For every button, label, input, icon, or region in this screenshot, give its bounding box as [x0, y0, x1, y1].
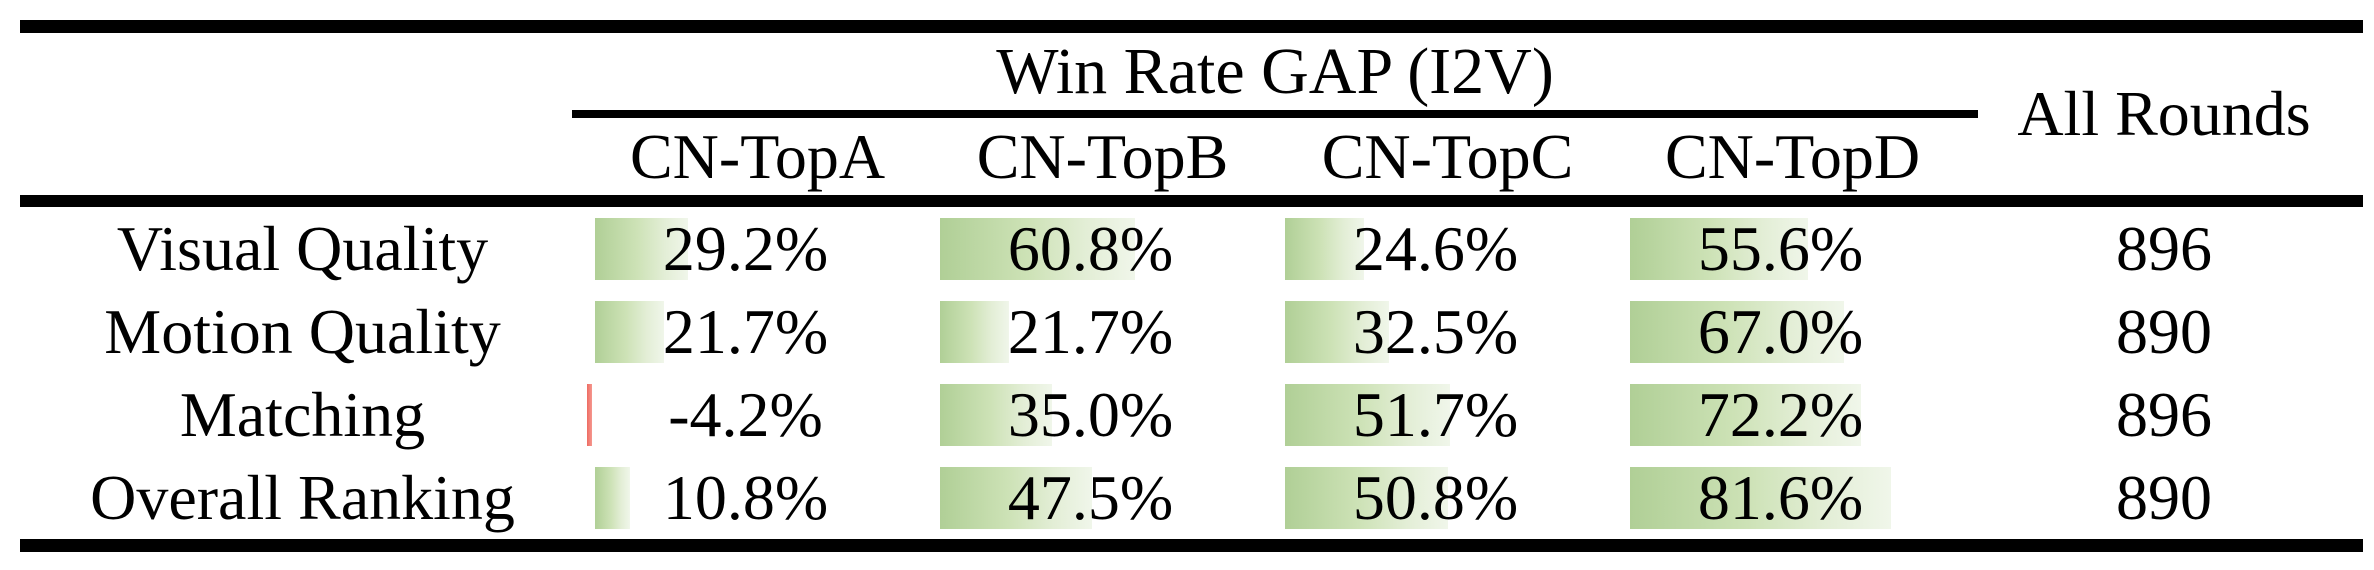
column-header-row: CN-TopA CN-TopB CN-TopC CN-TopD — [20, 118, 2363, 195]
data-cell: 24.6% — [1275, 207, 1620, 290]
all-rounds-value: 896 — [2116, 379, 2212, 450]
data-cell: 55.6% — [1620, 207, 1965, 290]
data-cell: 32.5% — [1275, 290, 1620, 373]
data-cell: 47.5% — [930, 456, 1275, 539]
table-row: Motion Quality 21.7% 21.7% 32.5% 67.0% 8… — [20, 290, 2363, 373]
cell-value: 24.6% — [1352, 213, 1519, 284]
row-label: Visual Quality — [116, 213, 489, 284]
cell-value: 67.0% — [1697, 296, 1864, 367]
data-cell: 72.2% — [1620, 373, 1965, 456]
bottom-rule — [20, 539, 2363, 552]
data-bar — [595, 217, 688, 280]
data-cell: 60.8% — [930, 207, 1275, 290]
row-label: Motion Quality — [104, 296, 501, 367]
cell-value: 35.0% — [1007, 379, 1174, 450]
cell-value: -4.2% — [668, 379, 823, 450]
data-bar — [1630, 300, 1844, 363]
column-header-cn-topb: CN-TopB — [976, 121, 1229, 192]
data-cell: 81.6% — [1620, 456, 1965, 539]
column-header-cn-topd: CN-TopD — [1664, 121, 1921, 192]
cell-value: 47.5% — [1007, 462, 1174, 533]
data-cell: 21.7% — [930, 290, 1275, 373]
data-bar — [1630, 383, 1861, 446]
group-header-row: Win Rate GAP (I2V) — [20, 33, 2363, 110]
cell-value: 72.2% — [1697, 379, 1864, 450]
data-cell: 51.7% — [1275, 373, 1620, 456]
header-rule — [20, 195, 2363, 207]
cell-value: 51.7% — [1352, 379, 1519, 450]
column-header-all-rounds: All Rounds — [2017, 78, 2311, 149]
cell-value: 29.2% — [662, 213, 829, 284]
top-rule — [20, 20, 2363, 33]
data-bar — [1285, 300, 1389, 363]
data-bar — [1285, 383, 1450, 446]
data-bar — [940, 300, 1009, 363]
cell-value: 50.8% — [1352, 462, 1519, 533]
data-bar — [940, 217, 1135, 280]
table-header: Win Rate GAP (I2V) CN-TopA CN-TopB CN-To… — [20, 33, 2363, 195]
data-cell: 50.8% — [1275, 456, 1620, 539]
data-bar — [595, 300, 664, 363]
row-label: Matching — [179, 379, 426, 450]
all-rounds-value: 896 — [2116, 213, 2212, 284]
cell-value: 60.8% — [1007, 213, 1174, 284]
column-header-cn-topc: CN-TopC — [1321, 121, 1574, 192]
cell-value: 55.6% — [1697, 213, 1864, 284]
column-header-spacer — [20, 118, 585, 195]
data-bar — [1630, 466, 1891, 529]
data-cell: 29.2% — [585, 207, 930, 290]
data-cell: -4.2% — [585, 373, 930, 456]
data-bar — [940, 383, 1052, 446]
cell-value: 21.7% — [662, 296, 829, 367]
cell-value: 10.8% — [662, 462, 829, 533]
data-bar — [587, 383, 592, 446]
table-row: Matching -4.2% 35.0% 51.7% 72.2% 896 — [20, 373, 2363, 456]
data-cell: 35.0% — [930, 373, 1275, 456]
table-row: Visual Quality 29.2% 60.8% 24.6% 55.6% 8… — [20, 207, 2363, 290]
all-rounds-value: 890 — [2116, 462, 2212, 533]
row-label: Overall Ranking — [90, 462, 515, 533]
data-cell: 10.8% — [585, 456, 930, 539]
data-bar — [1630, 217, 1808, 280]
results-table: Win Rate GAP (I2V) CN-TopA CN-TopB CN-To… — [20, 20, 2363, 552]
data-bar — [1285, 217, 1364, 280]
group-header-underline — [572, 110, 1978, 118]
all-rounds-value: 890 — [2116, 296, 2212, 367]
cell-value: 32.5% — [1352, 296, 1519, 367]
cell-value: 21.7% — [1007, 296, 1174, 367]
group-header-title: Win Rate GAP (I2V) — [996, 35, 1554, 108]
data-bar — [940, 466, 1092, 529]
data-bar — [595, 466, 630, 529]
data-cell: 67.0% — [1620, 290, 1965, 373]
column-header-cn-topa: CN-TopA — [629, 121, 886, 192]
data-bar — [1285, 466, 1448, 529]
cell-value: 81.6% — [1697, 462, 1864, 533]
data-cell: 21.7% — [585, 290, 930, 373]
table-row: Overall Ranking 10.8% 47.5% 50.8% 81.6% … — [20, 456, 2363, 539]
